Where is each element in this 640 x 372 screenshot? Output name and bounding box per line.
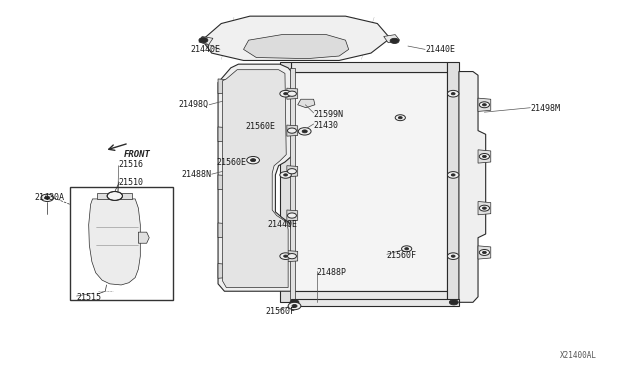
- Circle shape: [451, 255, 455, 257]
- Polygon shape: [298, 99, 315, 108]
- Text: 21560F: 21560F: [266, 307, 296, 316]
- Polygon shape: [287, 251, 298, 262]
- Circle shape: [395, 115, 405, 121]
- Polygon shape: [384, 35, 399, 43]
- Circle shape: [451, 174, 455, 176]
- Circle shape: [479, 205, 490, 211]
- Circle shape: [107, 192, 122, 201]
- Text: 21516: 21516: [118, 160, 143, 169]
- Circle shape: [290, 300, 299, 305]
- Polygon shape: [218, 64, 291, 291]
- Polygon shape: [287, 125, 298, 136]
- Circle shape: [398, 116, 402, 119]
- Polygon shape: [218, 127, 227, 142]
- Circle shape: [287, 169, 296, 174]
- Circle shape: [401, 246, 412, 252]
- Circle shape: [280, 90, 291, 97]
- Polygon shape: [478, 202, 491, 215]
- Polygon shape: [218, 263, 227, 278]
- Polygon shape: [202, 16, 390, 61]
- Circle shape: [287, 128, 296, 133]
- Circle shape: [199, 38, 208, 43]
- Polygon shape: [280, 62, 291, 302]
- Circle shape: [479, 102, 490, 108]
- Polygon shape: [218, 79, 227, 94]
- Text: 21515: 21515: [77, 293, 102, 302]
- Circle shape: [287, 254, 296, 259]
- Text: 21430A: 21430A: [35, 193, 65, 202]
- Polygon shape: [287, 166, 298, 177]
- Circle shape: [483, 251, 486, 254]
- Circle shape: [483, 155, 486, 158]
- Polygon shape: [218, 223, 227, 238]
- Polygon shape: [459, 71, 486, 302]
- Polygon shape: [223, 70, 288, 288]
- Circle shape: [287, 91, 296, 96]
- Text: FRONT: FRONT: [124, 150, 150, 159]
- Text: 21440E: 21440E: [425, 45, 455, 54]
- Circle shape: [246, 157, 259, 164]
- Polygon shape: [478, 246, 491, 259]
- Polygon shape: [244, 35, 349, 59]
- Circle shape: [280, 171, 291, 178]
- Circle shape: [302, 130, 307, 133]
- Polygon shape: [218, 175, 227, 190]
- Circle shape: [390, 38, 399, 44]
- Circle shape: [284, 255, 287, 257]
- Circle shape: [404, 248, 408, 250]
- Text: 21560E: 21560E: [217, 157, 246, 167]
- Text: 21488N: 21488N: [182, 170, 212, 179]
- Circle shape: [298, 128, 311, 135]
- Text: 21498Q: 21498Q: [179, 100, 209, 109]
- Text: 21488P: 21488P: [317, 267, 347, 276]
- Text: 21440E: 21440E: [268, 220, 298, 229]
- Circle shape: [479, 250, 490, 256]
- Text: 21510: 21510: [118, 178, 143, 187]
- Text: 21599N: 21599N: [314, 109, 344, 119]
- Circle shape: [250, 159, 255, 161]
- Circle shape: [447, 253, 459, 260]
- Circle shape: [483, 207, 486, 209]
- Text: 21560E: 21560E: [245, 122, 275, 131]
- Polygon shape: [291, 291, 447, 302]
- Polygon shape: [287, 88, 298, 99]
- Text: X21400AL: X21400AL: [560, 351, 597, 360]
- Circle shape: [45, 196, 50, 199]
- Circle shape: [284, 93, 287, 95]
- Circle shape: [41, 194, 54, 202]
- Polygon shape: [287, 210, 298, 221]
- Text: 21430: 21430: [314, 121, 339, 129]
- Polygon shape: [199, 36, 213, 45]
- Polygon shape: [478, 98, 491, 112]
- Polygon shape: [478, 150, 491, 163]
- Polygon shape: [447, 62, 459, 302]
- Circle shape: [284, 174, 287, 176]
- Circle shape: [451, 93, 455, 95]
- Polygon shape: [291, 62, 447, 71]
- Circle shape: [447, 171, 459, 178]
- Circle shape: [483, 104, 486, 106]
- Circle shape: [447, 90, 459, 97]
- Text: 21560F: 21560F: [387, 251, 417, 260]
- Circle shape: [449, 300, 458, 305]
- Polygon shape: [89, 199, 140, 285]
- Circle shape: [292, 305, 297, 308]
- Polygon shape: [138, 232, 149, 243]
- Text: 21498M: 21498M: [531, 104, 560, 113]
- Circle shape: [479, 154, 490, 160]
- Polygon shape: [290, 68, 294, 301]
- Circle shape: [288, 302, 301, 310]
- Circle shape: [280, 253, 291, 260]
- Text: 21440E: 21440E: [190, 45, 220, 54]
- Polygon shape: [291, 299, 459, 306]
- Polygon shape: [97, 193, 132, 199]
- Circle shape: [287, 213, 296, 218]
- Polygon shape: [291, 71, 447, 291]
- Bar: [70, 187, 173, 300]
